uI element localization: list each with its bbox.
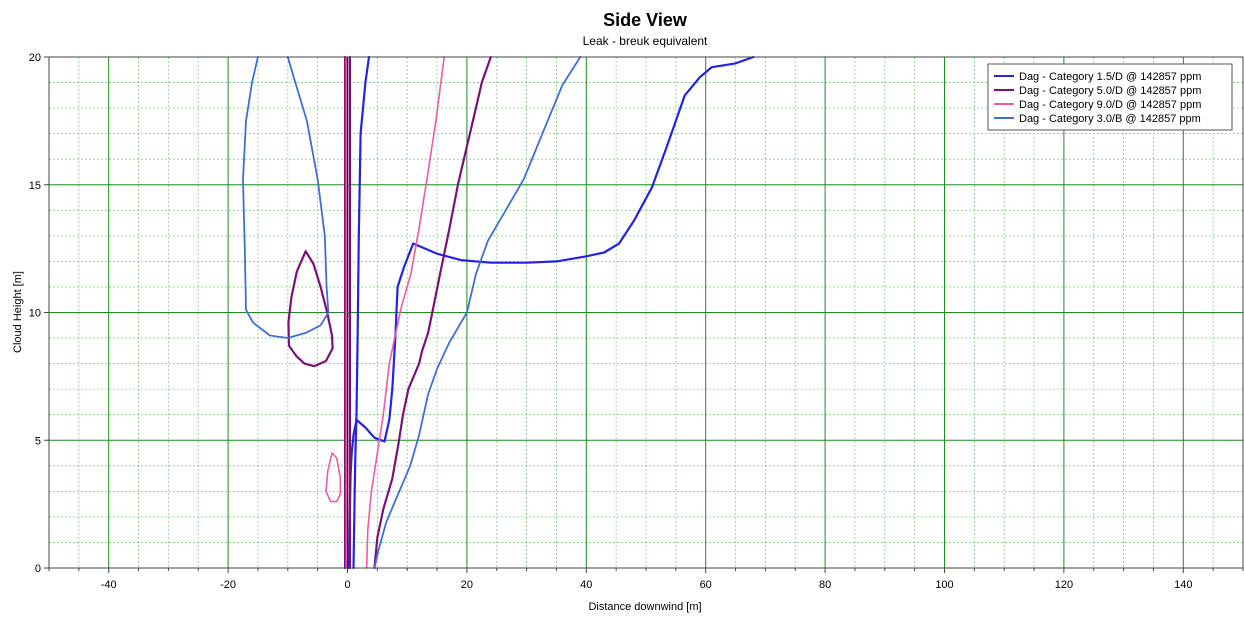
x-axis-label: Distance downwind [m] (588, 601, 701, 613)
chart-legend: Dag - Category 1.5/D @ 142857 ppm Dag - C… (987, 63, 1233, 131)
legend-item: Dag - Category 1.5/D @ 142857 ppm (994, 71, 1201, 83)
series-2 (287, 55, 492, 570)
series-line (365, 56, 446, 569)
x-tick-label: -40 (101, 579, 117, 591)
y-axis-label: Cloud Height [m] (12, 271, 24, 353)
chart-subtitle: Leak - breuk equivalent (583, 34, 708, 48)
y-tick-label: 15 (29, 180, 41, 192)
legend-label: Dag - Category 9.0/D @ 142857 ppm (1019, 99, 1201, 111)
x-tick-label: 100 (935, 579, 953, 591)
series-line (373, 56, 582, 569)
x-tick-label: 140 (1174, 579, 1192, 591)
x-tick-label: 120 (1055, 579, 1073, 591)
legend-item: Dag - Category 9.0/D @ 142857 ppm (994, 99, 1201, 111)
legend-item: Dag - Category 3.0/B @ 142857 ppm (994, 113, 1201, 125)
x-tick-label: 40 (580, 579, 592, 591)
legend-box (987, 63, 1233, 131)
series-1 (347, 55, 755, 570)
chart-title: Side View (603, 10, 688, 30)
x-tick-label: 0 (344, 579, 350, 591)
y-tick-label: 10 (29, 308, 41, 320)
legend-label: Dag - Category 1.5/D @ 142857 ppm (1019, 71, 1201, 83)
legend-label: Dag - Category 3.0/B @ 142857 ppm (1019, 113, 1201, 125)
y-axis-ticks: 0 5 10 15 20 (29, 52, 49, 575)
x-tick-label: -20 (220, 579, 236, 591)
legend-item: Dag - Category 5.0/D @ 142857 ppm (994, 85, 1201, 97)
series-line (287, 250, 334, 368)
y-tick-label: 5 (35, 435, 41, 447)
series-3 (325, 56, 446, 569)
legend-label: Dag - Category 5.0/D @ 142857 ppm (1019, 85, 1201, 97)
series-line (373, 55, 492, 570)
x-tick-label: 80 (819, 579, 831, 591)
series-line (352, 55, 371, 570)
minor-gridlines (48, 57, 1244, 568)
x-tick-label: 20 (461, 579, 473, 591)
y-tick-label: 0 (35, 563, 41, 575)
series-line (347, 55, 755, 570)
y-tick-label: 20 (29, 52, 41, 64)
series-4 (242, 56, 582, 569)
plot-series (242, 55, 755, 570)
x-tick-label: 60 (700, 579, 712, 591)
series-line (325, 452, 342, 503)
x-axis-ticks: -40 -20 0 20 40 60 80 100 120 140 (48, 568, 1244, 591)
series-line (242, 56, 330, 339)
